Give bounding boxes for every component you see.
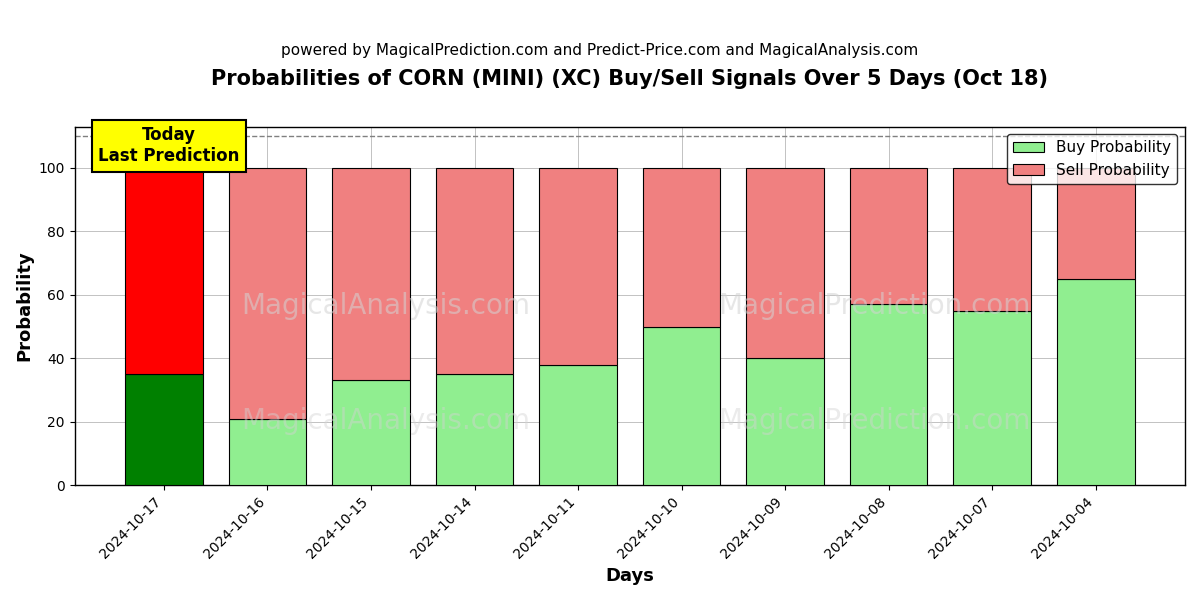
Bar xyxy=(436,374,514,485)
Bar xyxy=(953,311,1031,485)
Bar xyxy=(643,168,720,326)
Bar xyxy=(229,168,306,419)
Bar xyxy=(850,168,928,304)
Bar xyxy=(332,168,410,380)
Bar xyxy=(1057,279,1134,485)
Text: powered by MagicalPrediction.com and Predict-Price.com and MagicalAnalysis.com: powered by MagicalPrediction.com and Pre… xyxy=(281,43,919,58)
X-axis label: Days: Days xyxy=(605,567,654,585)
Bar xyxy=(125,168,203,374)
Bar xyxy=(1057,168,1134,279)
Text: MagicalAnalysis.com: MagicalAnalysis.com xyxy=(241,292,530,320)
Bar xyxy=(953,168,1031,311)
Bar xyxy=(746,168,824,358)
Bar xyxy=(125,374,203,485)
Text: MagicalPrediction.com: MagicalPrediction.com xyxy=(718,292,1031,320)
Text: MagicalAnalysis.com: MagicalAnalysis.com xyxy=(241,407,530,434)
Bar xyxy=(746,358,824,485)
Bar xyxy=(539,168,617,365)
Bar xyxy=(332,380,410,485)
Legend: Buy Probability, Sell Probability: Buy Probability, Sell Probability xyxy=(1007,134,1177,184)
Y-axis label: Probability: Probability xyxy=(16,251,34,361)
Text: MagicalPrediction.com: MagicalPrediction.com xyxy=(718,407,1031,434)
Title: Probabilities of CORN (MINI) (XC) Buy/Sell Signals Over 5 Days (Oct 18): Probabilities of CORN (MINI) (XC) Buy/Se… xyxy=(211,69,1049,89)
Bar xyxy=(850,304,928,485)
Text: Today
Last Prediction: Today Last Prediction xyxy=(98,127,240,165)
Bar xyxy=(229,419,306,485)
Bar xyxy=(539,365,617,485)
Bar xyxy=(643,326,720,485)
Bar xyxy=(436,168,514,374)
